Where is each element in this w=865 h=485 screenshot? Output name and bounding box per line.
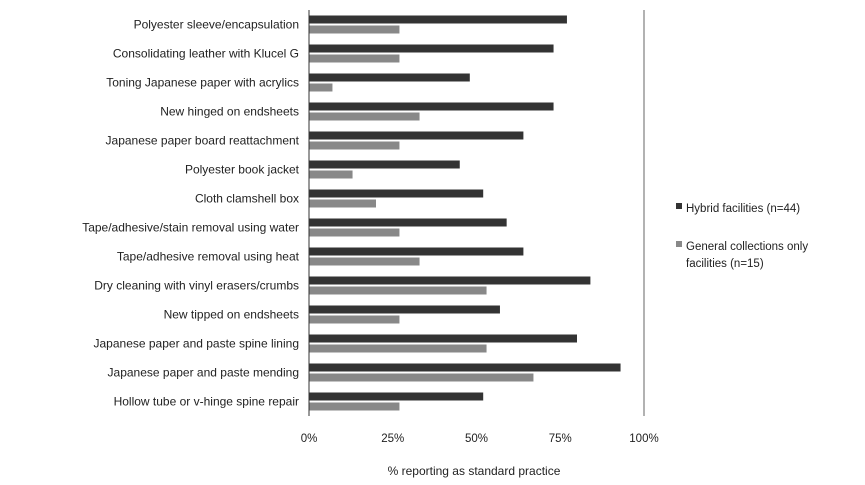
category-label: Tape/adhesive removal using heat bbox=[117, 250, 300, 264]
legend-label-general: General collections only facilities (n=15… bbox=[686, 241, 808, 270]
bar-general bbox=[309, 83, 333, 92]
legend-swatch-general bbox=[676, 241, 682, 247]
x-axis-title: % reporting as standard practice bbox=[388, 464, 561, 478]
bar-general bbox=[309, 199, 376, 208]
bar-general bbox=[309, 257, 420, 266]
bar-general bbox=[309, 286, 487, 295]
x-tick-label: 75% bbox=[549, 433, 572, 445]
bar-general bbox=[309, 315, 400, 324]
category-label: Polyester sleeve/encapsulation bbox=[134, 18, 299, 32]
bar-hybrid bbox=[309, 44, 554, 53]
bar-hybrid bbox=[309, 276, 591, 285]
category-label: Toning Japanese paper with acrylics bbox=[106, 76, 299, 90]
category-label: Hollow tube or v-hinge spine repair bbox=[114, 395, 299, 409]
bar-general bbox=[309, 402, 400, 411]
legend-label-hybrid: Hybrid facilities (n=44) bbox=[686, 203, 800, 215]
x-tick-label: 0% bbox=[301, 433, 318, 445]
bar-general bbox=[309, 25, 400, 34]
bar-hybrid bbox=[309, 218, 507, 227]
x-tick-label: 25% bbox=[381, 433, 404, 445]
bar-hybrid bbox=[309, 247, 524, 256]
bar-hybrid bbox=[309, 160, 460, 169]
bar-general bbox=[309, 54, 400, 63]
bar-hybrid bbox=[309, 334, 577, 343]
legend-swatch-hybrid bbox=[676, 203, 682, 209]
category-label: Polyester book jacket bbox=[185, 163, 300, 177]
category-label: New tipped on endsheets bbox=[164, 308, 299, 322]
category-label: New hinged on endsheets bbox=[160, 105, 299, 119]
category-label: Japanese paper and paste spine lining bbox=[94, 337, 300, 351]
category-label: Tape/adhesive/stain removal using water bbox=[82, 221, 299, 235]
category-label: Consolidating leather with Klucel G bbox=[113, 47, 299, 61]
category-labels: Polyester sleeve/encapsulation Consolidat… bbox=[82, 18, 299, 409]
bar-general bbox=[309, 141, 400, 150]
bar-hybrid bbox=[309, 102, 554, 111]
bar-hybrid bbox=[309, 189, 484, 198]
category-label: Dry cleaning with vinyl erasers/crumbs bbox=[94, 279, 299, 293]
bar-hybrid bbox=[309, 305, 500, 314]
category-label: Japanese paper and paste mending bbox=[108, 366, 299, 380]
category-label: Japanese paper board reattachment bbox=[106, 134, 300, 148]
category-label: Cloth clamshell box bbox=[195, 192, 299, 206]
bars bbox=[309, 15, 621, 411]
tick-labels: 0% 25% 50% 75% 100% bbox=[301, 433, 659, 445]
legend: Hybrid facilities (n=44) General collecti… bbox=[676, 203, 808, 270]
bar-hybrid bbox=[309, 15, 567, 24]
x-tick-label: 50% bbox=[465, 433, 488, 445]
bar-hybrid bbox=[309, 73, 470, 82]
bar-general bbox=[309, 170, 353, 179]
bar-general bbox=[309, 112, 420, 121]
bar-hybrid bbox=[309, 363, 621, 372]
x-tick-label: 100% bbox=[629, 433, 658, 445]
bar-general bbox=[309, 373, 534, 382]
bar-general bbox=[309, 344, 487, 353]
bar-general bbox=[309, 228, 400, 237]
bar-hybrid bbox=[309, 392, 484, 401]
bar-hybrid bbox=[309, 131, 524, 140]
